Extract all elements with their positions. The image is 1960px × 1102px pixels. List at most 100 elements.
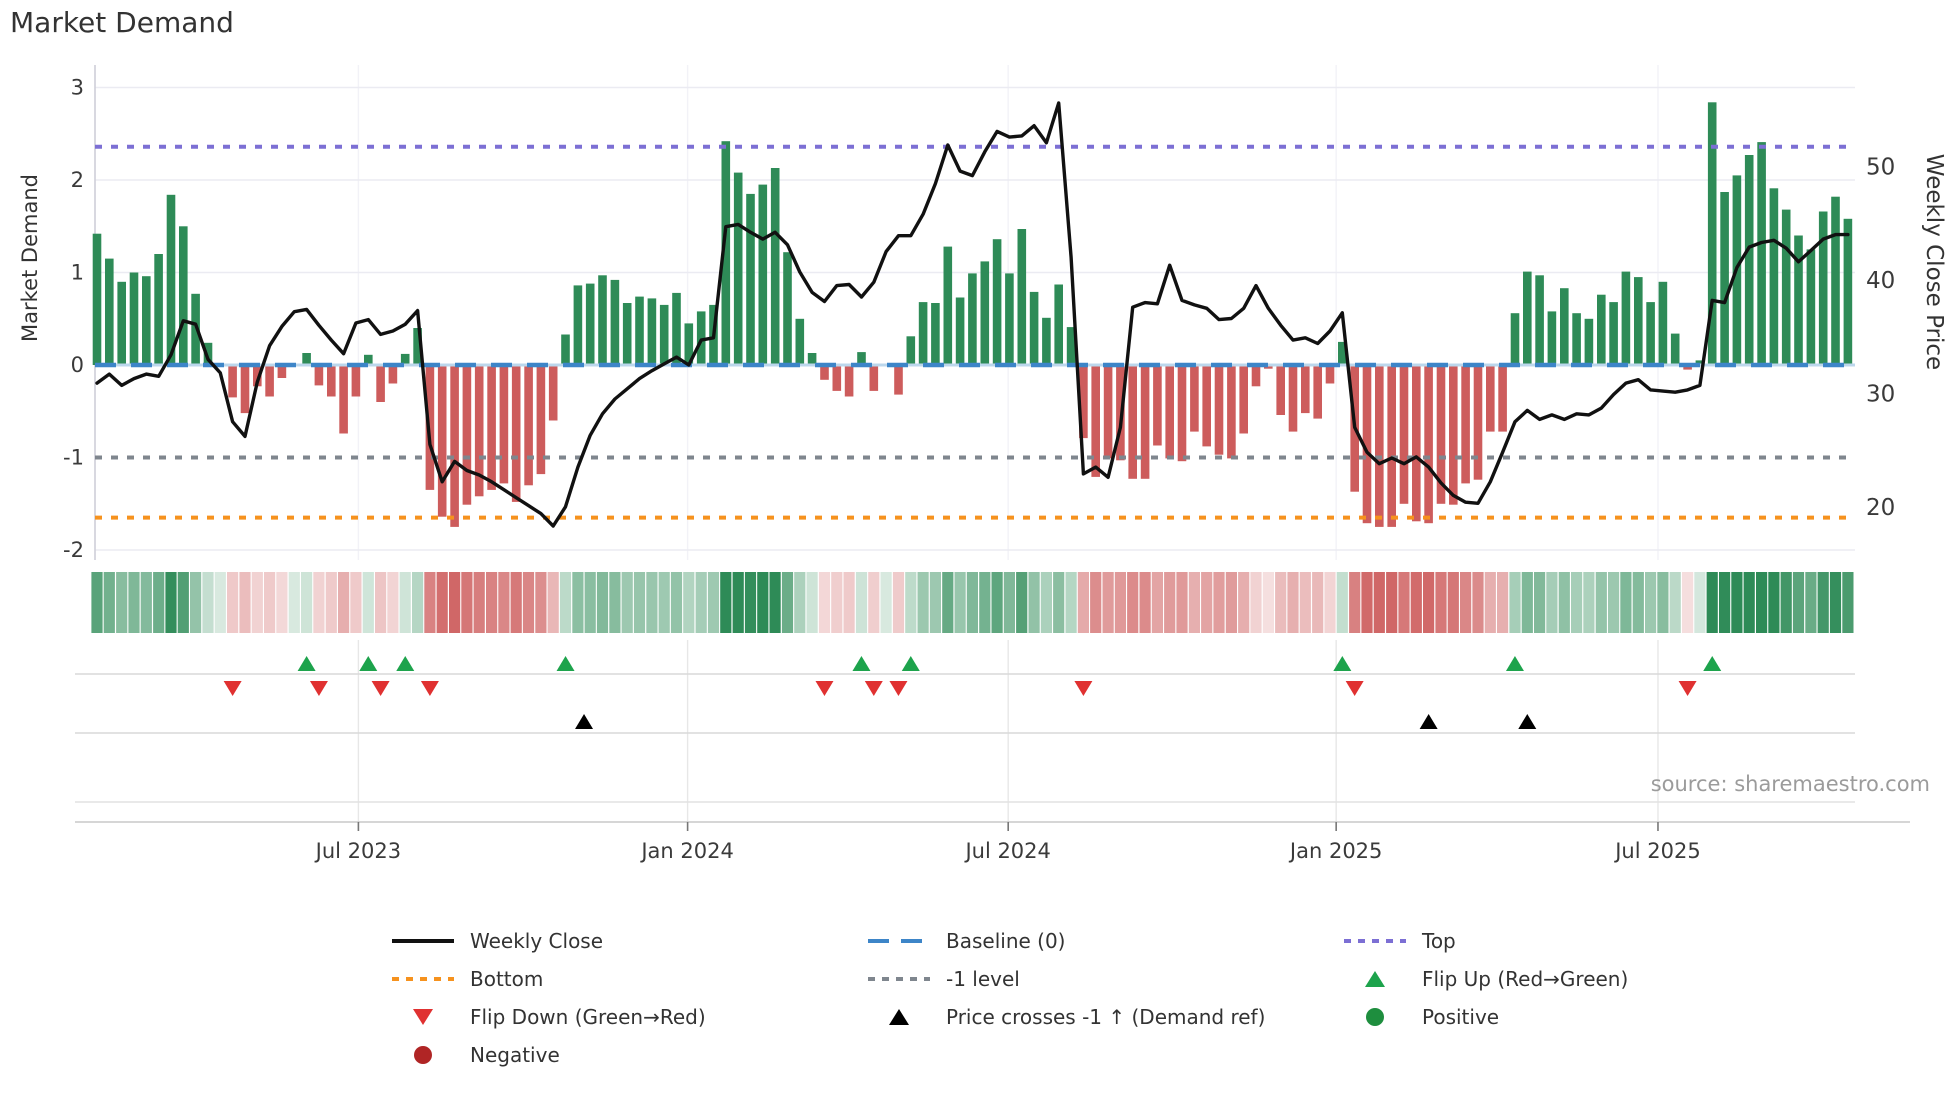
heatmap-cell — [1164, 572, 1176, 633]
heatmap-cell — [954, 572, 966, 633]
demand-bar-positive — [1523, 271, 1532, 365]
left-tick-label: -2 — [63, 538, 84, 562]
demand-bar-negative — [1165, 365, 1174, 459]
heatmap-cell — [1324, 572, 1336, 633]
x-tick-label: Jan 2024 — [639, 839, 734, 863]
heatmap-cell — [695, 572, 707, 633]
demand-bar-positive — [857, 352, 866, 366]
heatmap-cell — [1312, 572, 1324, 633]
heatmap-cell — [375, 572, 387, 633]
demand-bar-negative — [376, 365, 385, 402]
heatmap-cell — [1127, 572, 1139, 633]
heatmap-cell — [1040, 572, 1052, 633]
demand-bar-negative — [487, 365, 496, 490]
demand-bar-negative — [462, 365, 472, 505]
heatmap-cell — [1731, 572, 1743, 633]
demand-bar-positive — [1510, 313, 1520, 365]
demand-bar-positive — [955, 297, 965, 365]
heatmap-cell — [806, 572, 818, 633]
heatmap-cell — [1188, 572, 1200, 633]
heatmap-cell — [288, 572, 300, 633]
heatmap-cell — [412, 572, 424, 633]
demand-bar-negative — [1486, 365, 1495, 432]
heatmap-cell — [436, 572, 448, 633]
heatmap-cell — [140, 572, 152, 633]
demand-bars — [92, 102, 1853, 527]
demand-bar-positive — [1794, 235, 1803, 365]
heatmap-cell — [547, 572, 559, 633]
demand-bar-positive — [400, 353, 410, 365]
heatmap-cell — [165, 572, 177, 633]
demand-bar-positive — [610, 279, 620, 365]
demand-bar-positive — [906, 336, 916, 365]
heatmap-cell — [214, 572, 226, 633]
demand-bar-negative — [524, 365, 533, 486]
heatmap-cell — [646, 572, 658, 633]
demand-bar-negative — [1375, 365, 1384, 527]
demand-bar-negative — [1498, 365, 1507, 432]
demand-bar-negative — [228, 365, 237, 398]
heatmap-cell — [362, 572, 374, 633]
demand-bar-positive — [105, 258, 114, 365]
left-tick-label: 2 — [71, 168, 84, 192]
heatmap-cell — [732, 572, 744, 633]
demand-heatmap-strip — [91, 572, 1854, 633]
heatmap-cell — [1262, 572, 1274, 633]
heatmap-cell — [325, 572, 337, 633]
demand-bar-negative — [474, 365, 484, 497]
demand-bar-positive — [1670, 333, 1680, 366]
demand-bar-positive — [1560, 288, 1569, 365]
demand-bar-negative — [820, 365, 829, 380]
demand-bar-positive — [1042, 317, 1051, 365]
heatmap-cell — [251, 572, 263, 633]
demand-bar-positive — [1720, 192, 1729, 365]
heatmap-cell — [1805, 572, 1817, 633]
demand-bar-positive — [573, 285, 583, 365]
demand-bar-positive — [1818, 211, 1828, 365]
demand-bar-negative — [1091, 365, 1100, 477]
demand-bar-negative — [240, 365, 250, 414]
demand-bar-negative — [1449, 365, 1458, 505]
demand-bar-negative — [894, 365, 903, 395]
demand-bar-negative — [844, 365, 854, 397]
heatmap-cell — [1509, 572, 1521, 633]
demand-bar-negative — [1177, 365, 1187, 462]
heatmap-cell — [177, 572, 189, 633]
demand-bar-positive — [980, 261, 990, 365]
demand-bar-positive — [364, 354, 373, 365]
heatmap-cell — [1386, 572, 1398, 633]
heatmap-cell — [1632, 572, 1644, 633]
flip-down-marker — [371, 681, 390, 696]
heatmap-cell — [929, 572, 941, 633]
demand-bar-positive — [733, 172, 743, 365]
heatmap-cell — [1460, 572, 1472, 633]
demand-bar-negative — [1387, 365, 1396, 527]
heatmap-cell — [966, 572, 978, 633]
demand-bar-positive — [1584, 318, 1594, 366]
demand-bar-negative — [1227, 365, 1236, 459]
heatmap-cell — [1053, 572, 1065, 633]
demand-bar-positive — [179, 226, 188, 366]
heatmap-cell — [116, 572, 128, 633]
demand-bar-negative — [277, 365, 287, 378]
heatmap-cell — [1682, 572, 1694, 633]
heatmap-cell — [1373, 572, 1385, 633]
demand-bar-negative — [265, 365, 274, 397]
demand-bar-positive — [1831, 196, 1840, 365]
heatmap-cell — [917, 572, 929, 633]
heatmap-cell — [91, 572, 103, 633]
heatmap-cell — [190, 572, 202, 633]
heatmap-cell — [153, 572, 165, 633]
heatmap-cell — [1336, 572, 1348, 633]
demand-bar-negative — [314, 365, 324, 386]
demand-bar-positive — [191, 293, 200, 365]
heatmap-cell — [1521, 572, 1533, 633]
demand-bar-negative — [1436, 365, 1446, 504]
heatmap-cell — [522, 572, 535, 633]
x-tick-label: Jul 2025 — [1613, 839, 1700, 863]
demand-bar-negative — [1313, 365, 1322, 419]
heatmap-cell — [658, 572, 670, 633]
heatmap-cell — [473, 572, 485, 633]
